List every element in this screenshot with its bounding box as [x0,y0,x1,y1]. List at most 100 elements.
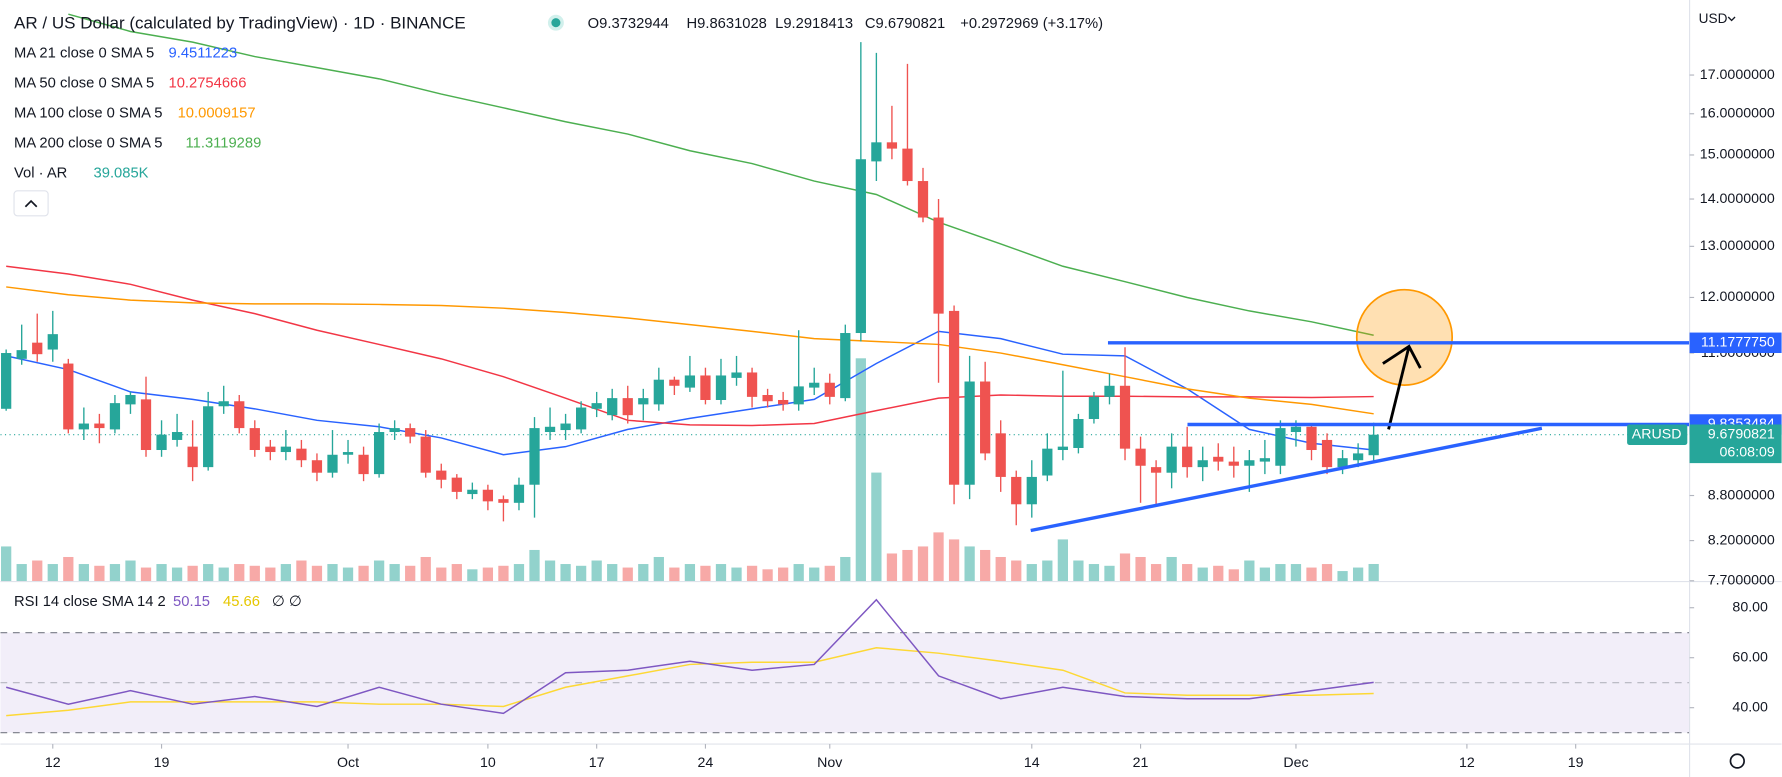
volume-bar [249,565,260,582]
volume-bar [296,560,307,582]
candle-body [855,159,866,334]
volume-bar [109,564,121,582]
volume-bar [622,567,633,582]
y-tick-label: 13.0000000 [1700,238,1775,254]
volume-bar [1352,567,1364,582]
candle-body [16,350,27,359]
settings-icon[interactable] [1729,753,1745,769]
candle-body [793,386,804,405]
candle-body [296,448,307,461]
drawings [1030,288,1690,533]
x-tick-label: 21 [1133,755,1149,771]
candle-body [1352,453,1364,461]
volume-bar [1337,571,1348,582]
candle-body [1259,458,1271,462]
volume-bar [16,564,27,582]
volume-bar [1026,564,1037,582]
volume-bar [591,560,602,582]
candle-body [684,375,696,388]
candle-body [964,381,975,485]
volume-bar [94,565,105,582]
volume-bar [373,560,385,582]
volume-bar [1197,567,1208,582]
volume-bar [933,532,944,582]
candle-body [762,395,773,402]
candle-body [809,382,820,388]
y-tick-label: 8.2000000 [1708,532,1775,548]
ohlc-high: H9.8631028 [687,16,767,32]
legend: AR / US Dollar (calculated by TradingVie… [13,11,1736,610]
chart-title: AR / US Dollar (calculated by TradingVie… [14,13,466,32]
collapse-icon [24,199,38,208]
candle-body [109,403,121,430]
x-tick-label: Oct [337,755,359,771]
ma-legend-name: MA 200 close 0 SMA 5 [14,136,162,152]
candle-body [436,470,447,480]
candle-body [1368,434,1379,456]
volume-bar [1135,556,1146,582]
ma-legend-value: 9.4511223 [169,45,238,61]
candle-body [265,446,276,453]
volume-bar [871,472,882,582]
countdown: 06:08:09 [1720,445,1775,461]
candle-body [622,398,633,416]
candle-body [311,460,323,473]
candle-body [218,401,229,407]
moving-average [6,286,1374,415]
candle-body [1026,476,1037,505]
volume-bar [607,564,618,582]
candle-body [1337,458,1348,468]
volume-bar [1119,553,1131,582]
currency[interactable]: USD [1699,11,1728,26]
volume-bar [638,564,649,582]
volume-bar [125,560,136,582]
candle-body [358,454,369,475]
volume-bar [778,567,789,582]
volume-bar [653,556,664,582]
volume-bar [684,564,696,582]
candle-body [731,372,742,378]
candle-body [1011,476,1022,505]
candle-body [32,342,43,355]
volume-bar [203,564,214,582]
ma-legend-value: 10.2754666 [169,75,247,91]
candle-body [1166,446,1177,473]
volume-bar [1057,539,1068,582]
volume-bar [1213,565,1224,582]
rsi-legend-name: RSI 14 close SMA 14 2 [14,594,166,610]
rsi-legend-extra: ∅ ∅ [272,594,302,610]
volume-bar [420,556,431,582]
volume-bar [218,567,229,582]
candle-body [1135,448,1146,466]
volume-bar [436,567,447,582]
volume-bar [715,564,727,582]
candle-body [280,446,291,453]
candle-body [187,446,198,468]
volume-bar [700,565,711,582]
volume-bar [964,546,975,582]
volume-bar [731,567,742,582]
collapse-button[interactable] [13,190,49,217]
volume-bar [544,560,556,582]
volume-bar [948,539,960,582]
last-price-box [1689,424,1782,464]
candle-body [1073,419,1084,448]
x-tick-label: 14 [1024,755,1040,771]
candle-body [544,426,556,433]
candle-body [203,406,214,468]
level-label: 11.1777750 [1701,335,1775,351]
x-tick-label: 10 [480,755,496,771]
rsi-line [6,598,1374,715]
volume-bar [140,567,152,582]
candle-body [824,382,835,397]
ma-legend-name: MA 100 close 0 SMA 5 [14,106,162,122]
candle-body [1150,467,1162,473]
volume-bar [1088,564,1100,582]
currency-caret [1727,16,1736,22]
candle-body [948,310,960,485]
candle-body [1,353,12,409]
rsi-pane [0,598,1690,734]
candle-body [995,433,1006,477]
